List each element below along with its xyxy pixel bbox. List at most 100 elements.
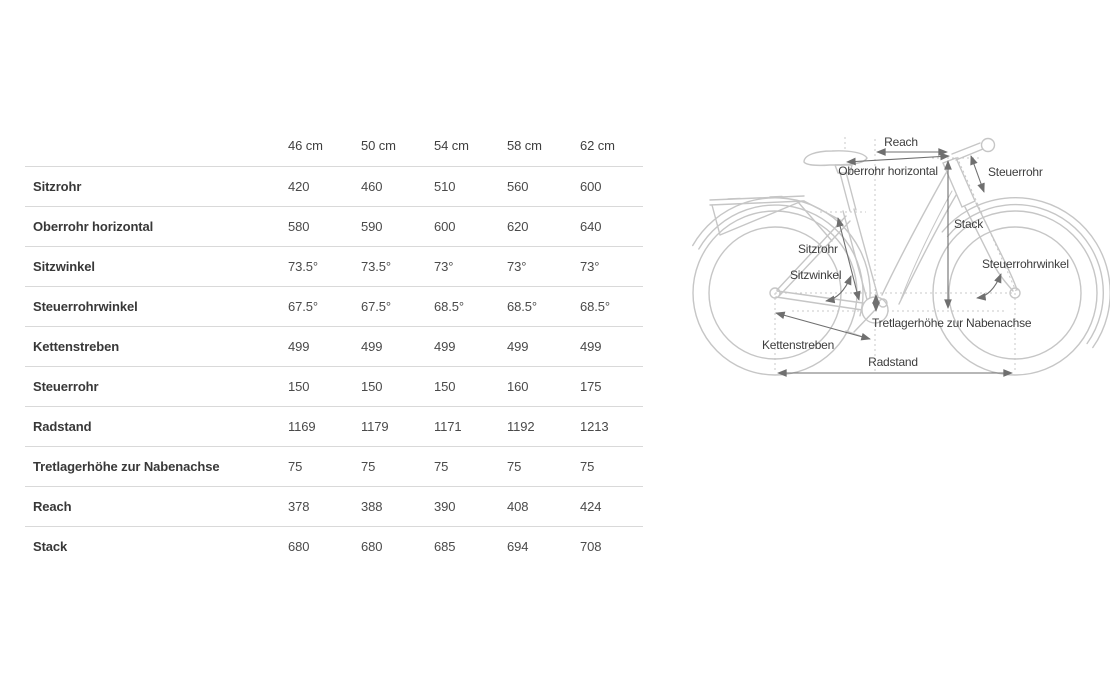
label-reach: Reach <box>884 135 918 149</box>
cell: 499 <box>353 326 426 367</box>
cell: 1213 <box>572 406 643 447</box>
dim-oberrohr-horizontal: Oberrohr horizontal <box>838 152 950 178</box>
dim-reach: Reach <box>876 135 948 156</box>
dimension-annotations: Reach Oberrohr horizontal Steuerrohr Sta… <box>762 135 1069 377</box>
row-label: Oberrohr horizontal <box>25 206 280 247</box>
cell: 1171 <box>426 406 499 447</box>
cell: 424 <box>572 486 643 527</box>
dim-sitzwinkel: Sitzwinkel <box>790 268 852 304</box>
bike-geometry-diagram: Reach Oberrohr horizontal Steuerrohr Sta… <box>692 135 1110 377</box>
cell: 680 <box>280 526 353 566</box>
table-row-reach: Reach 378 388 390 408 424 <box>25 486 643 527</box>
label-steuerrohr: Steuerrohr <box>988 165 1043 179</box>
row-label: Steuerrohrwinkel <box>25 286 280 327</box>
cell: 499 <box>426 326 499 367</box>
row-label: Stack <box>25 526 280 566</box>
label-steuerrohrwinkel: Steuerrohrwinkel <box>982 257 1069 271</box>
saddle <box>803 150 868 212</box>
label-radstand: Radstand <box>868 355 918 369</box>
label-tretlagerhoehe: Tretlagerhöhe zur Nabenachse <box>872 316 1032 330</box>
label-oberrohr-horizontal: Oberrohr horizontal <box>838 164 938 178</box>
cell: 73.5° <box>353 246 426 287</box>
cell: 499 <box>280 326 353 367</box>
cell: 150 <box>426 366 499 407</box>
cell: 68.5° <box>572 286 643 327</box>
table-row-steuerrohr: Steuerrohr 150 150 150 160 175 <box>25 366 643 407</box>
label-kettenstreben: Kettenstreben <box>762 338 834 352</box>
cell: 68.5° <box>426 286 499 327</box>
cell: 378 <box>280 486 353 527</box>
row-label: Steuerrohr <box>25 366 280 407</box>
cell: 460 <box>353 166 426 207</box>
table-row-sitzrohr: Sitzrohr 420 460 510 560 600 <box>25 166 643 207</box>
cell: 75 <box>280 446 353 487</box>
row-label: Sitzwinkel <box>25 246 280 287</box>
table-row-tretlagerhoehe: Tretlagerhöhe zur Nabenachse 75 75 75 75… <box>25 446 643 487</box>
cell: 73° <box>499 246 572 287</box>
dim-radstand: Radstand <box>777 355 1013 377</box>
cell: 1192 <box>499 406 572 447</box>
col-header-46cm: 46 cm <box>288 138 323 153</box>
table-row-steuerrohrwinkel: Steuerrohrwinkel 67.5° 67.5° 68.5° 68.5°… <box>25 286 643 327</box>
cell: 150 <box>280 366 353 407</box>
cell: 1169 <box>280 406 353 447</box>
cell: 160 <box>499 366 572 407</box>
cell: 390 <box>426 486 499 527</box>
cell: 580 <box>280 206 353 247</box>
cell: 68.5° <box>499 286 572 327</box>
cell: 150 <box>353 366 426 407</box>
cell: 640 <box>572 206 643 247</box>
cell: 75 <box>572 446 643 487</box>
cell: 73° <box>426 246 499 287</box>
dim-kettenstreben: Kettenstreben <box>762 311 871 352</box>
handlebar <box>951 137 996 161</box>
label-stack: Stack <box>954 217 984 231</box>
col-header-54cm: 54 cm <box>434 138 469 153</box>
cell: 620 <box>499 206 572 247</box>
cell: 75 <box>499 446 572 487</box>
row-label: Kettenstreben <box>25 326 280 367</box>
cell: 1179 <box>353 406 426 447</box>
col-header-58cm: 58 cm <box>507 138 542 153</box>
cell: 600 <box>572 166 643 207</box>
dim-stack: Stack <box>944 160 984 309</box>
geometry-table-grid: 46 cm 50 cm 54 cm 58 cm 62 cm Sitzrohr 4… <box>25 138 643 566</box>
cell: 75 <box>353 446 426 487</box>
cell: 685 <box>426 526 499 566</box>
cell: 600 <box>426 206 499 247</box>
cell: 499 <box>499 326 572 367</box>
dim-tretlagerhoehe: Tretlagerhöhe zur Nabenachse <box>872 294 1032 330</box>
label-sitzrohr: Sitzrohr <box>798 242 838 256</box>
corner-cell <box>25 138 280 167</box>
cell: 73.5° <box>280 246 353 287</box>
cell: 67.5° <box>353 286 426 327</box>
cell: 73° <box>572 246 643 287</box>
cell: 560 <box>499 166 572 207</box>
col-header-62cm: 62 cm <box>580 138 615 153</box>
cell: 420 <box>280 166 353 207</box>
label-sitzwinkel: Sitzwinkel <box>790 268 841 282</box>
cell: 175 <box>572 366 643 407</box>
table-row-oberrohr: Oberrohr horizontal 580 590 600 620 640 <box>25 206 643 247</box>
cell: 499 <box>572 326 643 367</box>
table-row-stack: Stack 680 680 685 694 708 <box>25 526 643 566</box>
table-header-row: 46 cm 50 cm 54 cm 58 cm 62 cm <box>25 138 643 167</box>
cell: 680 <box>353 526 426 566</box>
table-row-sitzwinkel: Sitzwinkel 73.5° 73.5° 73° 73° 73° <box>25 246 643 287</box>
table-row-radstand: Radstand 1169 1179 1171 1192 1213 <box>25 406 643 447</box>
cell: 67.5° <box>280 286 353 327</box>
cell: 708 <box>572 526 643 566</box>
dim-steuerrohr: Steuerrohr <box>970 155 1043 193</box>
cell: 694 <box>499 526 572 566</box>
cell: 510 <box>426 166 499 207</box>
row-label: Tretlagerhöhe zur Nabenachse <box>25 446 280 487</box>
col-header-50cm: 50 cm <box>361 138 396 153</box>
cell: 75 <box>426 446 499 487</box>
dim-sitzrohr: Sitzrohr <box>798 217 861 301</box>
row-label: Sitzrohr <box>25 166 280 207</box>
geometry-table: 46 cm 50 cm 54 cm 58 cm 62 cm Sitzrohr 4… <box>25 138 643 566</box>
cell: 590 <box>353 206 426 247</box>
row-label: Reach <box>25 486 280 527</box>
cell: 388 <box>353 486 426 527</box>
